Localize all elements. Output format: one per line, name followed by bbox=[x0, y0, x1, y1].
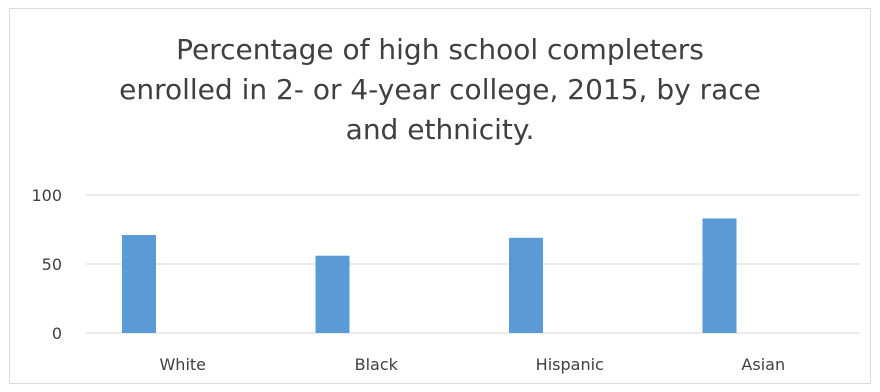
y-axis-ticks: 0 50 100 bbox=[31, 186, 62, 343]
y-tick-label: 100 bbox=[31, 186, 62, 205]
gridlines bbox=[86, 194, 860, 334]
bar-black bbox=[315, 255, 350, 333]
x-tick-label: Asian bbox=[741, 355, 785, 374]
bars bbox=[122, 218, 737, 333]
y-tick-label: 0 bbox=[52, 324, 62, 343]
chart-title: Percentage of high school completers enr… bbox=[119, 33, 761, 146]
bar-white bbox=[122, 235, 156, 333]
bar-hispanic bbox=[509, 237, 543, 333]
y-tick-label: 50 bbox=[42, 255, 62, 274]
x-tick-label: Hispanic bbox=[536, 355, 604, 374]
bar-asian bbox=[702, 218, 737, 333]
x-axis-ticks: White Black Hispanic Asian bbox=[159, 355, 785, 374]
x-tick-label: White bbox=[159, 355, 206, 374]
x-tick-label: Black bbox=[355, 355, 399, 374]
